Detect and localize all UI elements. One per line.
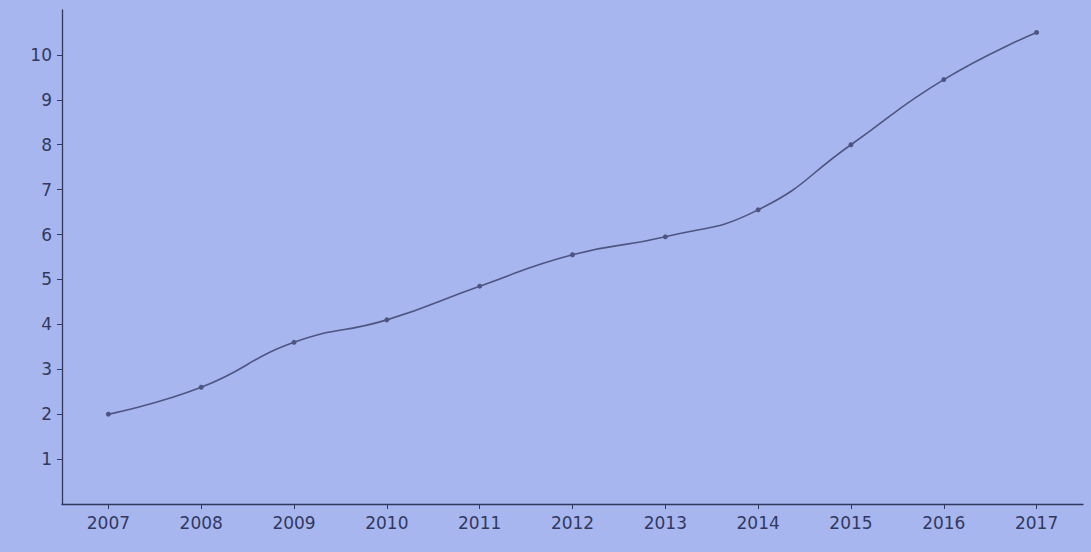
svg-text:2007: 2007 [87,513,130,533]
svg-text:3: 3 [41,359,52,379]
svg-text:2: 2 [41,404,52,424]
svg-text:2013: 2013 [644,513,687,533]
svg-text:2012: 2012 [551,513,594,533]
svg-text:6: 6 [41,225,52,245]
svg-text:9: 9 [41,90,52,110]
svg-text:2016: 2016 [922,513,965,533]
svg-text:2014: 2014 [737,513,780,533]
svg-text:2008: 2008 [180,513,223,533]
svg-text:2009: 2009 [272,513,315,533]
svg-text:2011: 2011 [458,513,501,533]
svg-text:7: 7 [41,180,52,200]
svg-text:8: 8 [41,135,52,155]
svg-text:5: 5 [41,269,52,289]
svg-text:1: 1 [41,449,52,469]
svg-text:2010: 2010 [365,513,408,533]
svg-text:4: 4 [41,314,52,334]
svg-text:2017: 2017 [1015,513,1058,533]
svg-text:2015: 2015 [829,513,872,533]
svg-text:10: 10 [30,45,52,65]
